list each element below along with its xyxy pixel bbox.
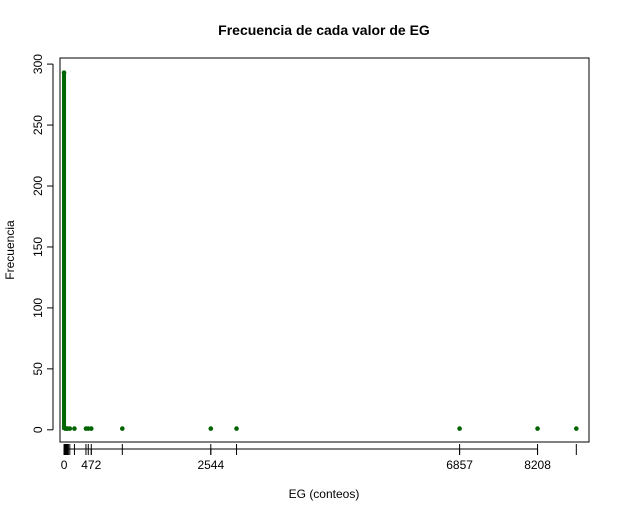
data-point bbox=[88, 426, 94, 431]
y-tick-label: 0 bbox=[31, 426, 45, 433]
x-tick-label: 2544 bbox=[197, 458, 224, 472]
y-tick-label: 100 bbox=[31, 298, 45, 318]
y-tick-label: 250 bbox=[31, 115, 45, 135]
x-tick-label: 472 bbox=[81, 458, 101, 472]
data-point bbox=[120, 426, 125, 431]
data-point bbox=[574, 426, 579, 431]
x-axis-label: EG (conteos) bbox=[289, 487, 360, 501]
rug-marks bbox=[63, 444, 577, 455]
y-axis: 0 50 100 150 200 250 300 bbox=[31, 54, 54, 433]
data-point bbox=[72, 426, 77, 431]
data-point bbox=[535, 426, 540, 431]
plot-frame bbox=[59, 57, 590, 443]
x-axis: 0 472 2544 6857 8208 bbox=[61, 448, 551, 472]
y-tick-label: 200 bbox=[31, 176, 45, 196]
data-point bbox=[457, 426, 462, 431]
y-tick-label: 150 bbox=[31, 237, 45, 257]
x-tick-label: 6857 bbox=[446, 458, 473, 472]
data-marks bbox=[61, 70, 579, 431]
data-point bbox=[234, 426, 239, 431]
y-tick-label: 300 bbox=[31, 54, 45, 74]
y-tick-label: 50 bbox=[31, 362, 45, 376]
data-point bbox=[67, 426, 73, 431]
data-point bbox=[208, 426, 214, 431]
chart-title: Frecuencia de cada valor de EG bbox=[218, 22, 430, 38]
x-tick-label: 0 bbox=[61, 458, 68, 472]
data-point bbox=[61, 70, 67, 75]
x-tick-label: 8208 bbox=[524, 458, 551, 472]
y-axis-label: Frecuencia bbox=[3, 220, 17, 280]
